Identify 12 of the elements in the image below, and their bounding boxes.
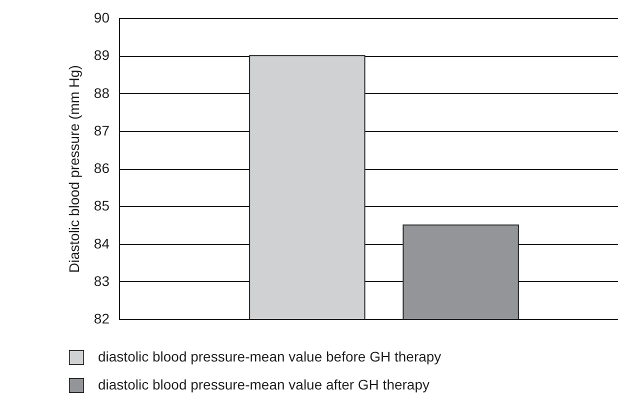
y-tick-label: 83 (94, 272, 110, 289)
y-tick-label: 85 (94, 198, 110, 214)
y-tick-label: 90 (94, 10, 110, 26)
y-axis-title: Diastolic blood pressure (mm Hg) (66, 65, 82, 273)
legend-label: diastolic blood pressure-mean value before GH therapy (98, 348, 442, 364)
y-tick-label: 84 (94, 235, 110, 252)
y-tick-label: 87 (94, 122, 110, 138)
y-tick-label: 86 (94, 160, 110, 176)
y-tick-label: 88 (94, 84, 110, 101)
legend-label: diastolic blood pressure-mean value after GH therapy (98, 376, 430, 392)
y-tick-label: 89 (94, 47, 110, 64)
y-tick-label: 82 (94, 310, 110, 326)
